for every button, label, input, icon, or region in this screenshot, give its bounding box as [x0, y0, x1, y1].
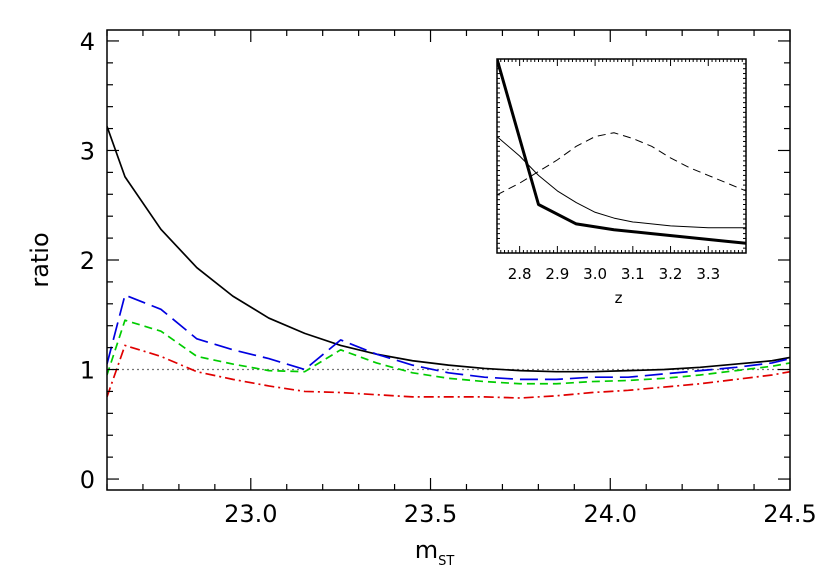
inset-background: [497, 59, 746, 253]
inset-x-tick-label: 2.9: [545, 265, 569, 283]
main-y-tick-label: 0: [80, 466, 95, 494]
main-x-tick-label: 23.5: [404, 500, 457, 528]
main-x-tick-label: 24.0: [584, 500, 637, 528]
main-series-line-1: [107, 294, 790, 381]
main-series-line-2: [107, 319, 790, 385]
inset-x-tick-label: 3.0: [583, 265, 607, 283]
main-y-tick-label: 2: [80, 247, 95, 275]
main-y-axis-title: ratio: [26, 232, 54, 287]
main-x-tick-label: 24.5: [763, 500, 816, 528]
main-y-tick-label: 1: [80, 357, 95, 385]
inset-x-tick-label: 3.1: [621, 265, 645, 283]
inset-x-tick-label: 3.2: [659, 265, 683, 283]
main-series-line-3: [107, 344, 790, 399]
inset-series-line-1: [497, 136, 746, 229]
main-x-tick-label: 23.0: [224, 500, 277, 528]
main-x-axis-title: mST: [415, 536, 455, 569]
main-x-axis-title-subscript: ST: [438, 554, 454, 569]
inset-x-tick-label: 3.3: [696, 265, 720, 283]
inset-series-line-0: [497, 59, 746, 245]
inset-x-axis-title: z: [615, 289, 623, 307]
main-y-tick-label: 3: [80, 137, 95, 165]
inset-x-tick-label: 2.8: [508, 265, 532, 283]
main-x-axis-title-main: m: [415, 536, 438, 564]
main-series-line-0: [107, 126, 790, 373]
inset-series-line-2: [497, 132, 746, 196]
main-y-tick-label: 4: [80, 28, 95, 56]
main-plot: 23.0 23.5 24.0 24.5 0 1 2 3 4 mST ratio: [26, 28, 817, 569]
inset-plot: 2.8 2.9 3.0 3.1 3.2 3.3 z: [496, 58, 747, 307]
